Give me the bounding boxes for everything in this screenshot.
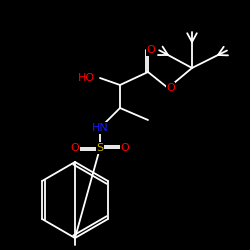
Text: HN: HN — [92, 123, 108, 133]
Text: O: O — [166, 83, 175, 93]
Text: HO: HO — [78, 73, 95, 83]
Text: S: S — [96, 143, 103, 153]
Text: O: O — [120, 143, 130, 153]
Text: O: O — [71, 143, 80, 153]
Text: O: O — [146, 45, 155, 55]
